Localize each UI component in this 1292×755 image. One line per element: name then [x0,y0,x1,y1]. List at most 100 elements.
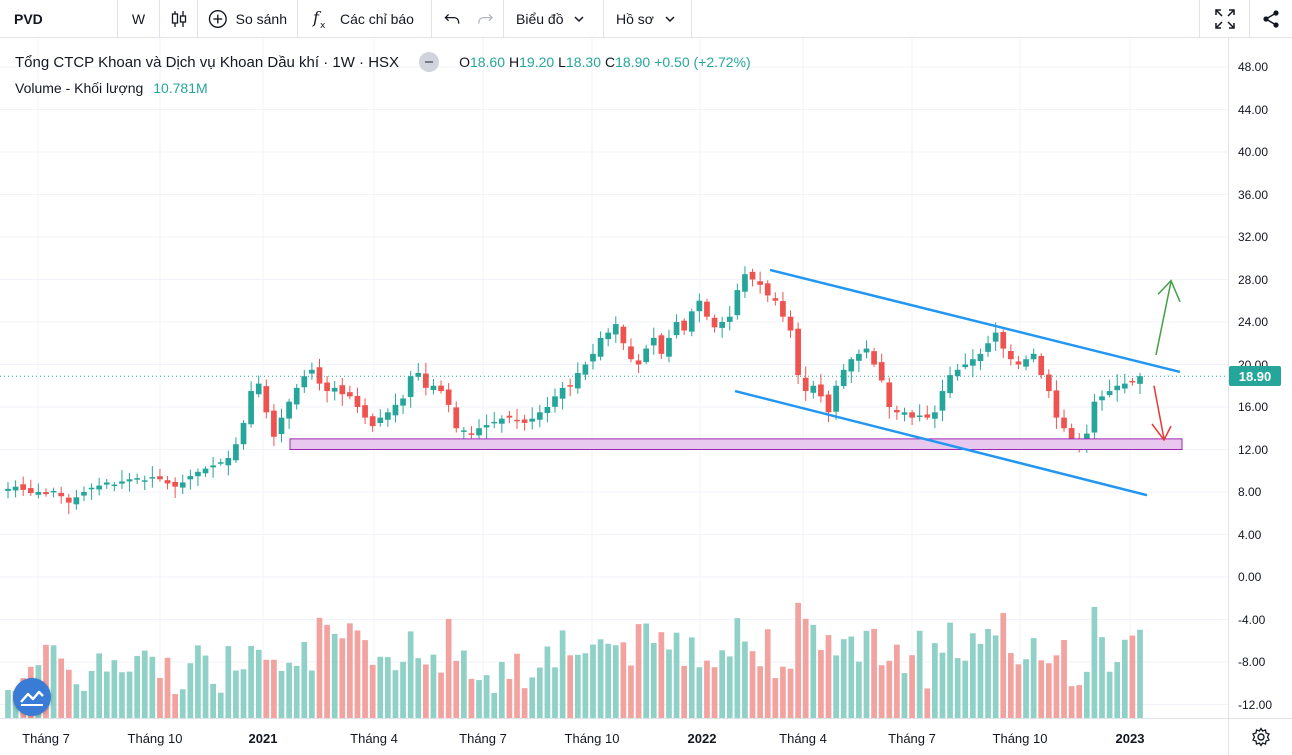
volume-bar [438,672,444,718]
candle-body [453,407,460,429]
undo-icon[interactable] [444,10,461,28]
price-tick: 0.00 [1238,570,1262,584]
interval-button[interactable]: W [118,0,160,38]
chart-pane[interactable] [0,38,1228,718]
candle-body [696,300,703,312]
plus-circle-icon [208,9,227,28]
candle-body [962,364,969,368]
candle-body [772,298,779,301]
candle-body [468,433,475,435]
candle-body [992,332,999,342]
volume-bar [590,644,596,718]
candle-body [96,485,103,490]
collapse-legend-icon[interactable] [419,52,440,72]
volume-bar [597,639,604,718]
candle-body [12,486,19,491]
share-button[interactable] [1250,0,1292,38]
candle-body [430,385,437,391]
channel-lower-trendline [734,389,1148,497]
volume-bar [1114,662,1121,718]
volume-bar [498,661,505,718]
candle-body [164,480,171,484]
volume-bar [1045,663,1052,718]
candle-body [1083,433,1090,443]
volume-bar [1053,655,1060,718]
fullscreen-button[interactable] [1200,0,1250,38]
candle-body [111,484,118,487]
candle-body [377,417,384,423]
time-scale[interactable]: Tháng 7 Tháng 10 2021 Tháng 4 Tháng 7 Tháng 1… [0,718,1228,755]
volume-bar [324,624,330,718]
candle-body [263,386,270,413]
volume-bar [749,651,756,718]
candle-body [1091,401,1098,433]
candle-body [863,348,870,353]
candle-body [681,320,688,331]
candle-body [795,328,801,376]
volume-bar [58,658,65,718]
volume-bar [947,622,953,718]
volume-bar [195,645,201,718]
chart-menu-button[interactable]: Biểu đồ [504,0,604,38]
volume-bar [612,645,619,718]
volume-bar [271,659,277,718]
candle-body [901,412,908,415]
candle-body [460,430,467,432]
redo-icon[interactable] [477,10,494,28]
volume-bar [1099,637,1105,718]
tradingview-logo-button[interactable] [13,678,51,716]
candle-body [924,414,931,418]
candle-body [688,311,695,332]
volume-bar [567,655,574,718]
chart-style-button[interactable] [160,0,198,38]
volume-bar [559,630,566,718]
candle-body [195,471,201,477]
candle-body [1023,359,1029,367]
volume-bar [673,632,680,718]
volume-bar [103,671,110,718]
candle-body [605,332,612,340]
legend-low: L18.30 [558,54,602,70]
settings-button[interactable] [1228,718,1292,755]
chart-menu-label: Biểu đồ [516,10,564,27]
candle-body [20,484,27,490]
candle-body [567,385,574,387]
volume-bar [620,642,627,718]
candle-body [529,418,536,422]
support-zone-box [289,438,1183,450]
price-tick: -4.00 [1238,612,1266,627]
volume-bar [574,654,581,718]
candle-body [1106,391,1113,396]
candle-body [552,396,558,407]
volume-bar [681,665,688,718]
candle-body [483,425,490,428]
time-tick: 2021 [248,731,278,746]
volume-bar [1038,660,1045,718]
chart-canvas[interactable] [0,38,1228,718]
profile-menu-button[interactable]: Hồ sơ [604,0,692,38]
last-price-label: 18.90 [1229,366,1281,387]
candle-body [840,369,847,387]
candle-body [635,360,642,365]
candle-body [5,488,11,491]
volume-bar [1023,659,1029,718]
price-scale[interactable]: 48.00 44.00 40.00 36.00 32.00 28.00 24.00 20.00… [1228,38,1292,718]
candle-body [50,490,57,493]
volume-bar [825,635,832,718]
candle-body [1030,353,1037,360]
svg-text:x: x [320,21,326,30]
candle-body [157,476,163,480]
candle-body [271,410,277,437]
volume-bar [149,656,156,718]
compare-button[interactable]: So sánh [198,0,298,38]
volume-bar [818,649,824,718]
volume-bar [954,658,961,718]
candle-body [27,488,34,494]
volume-bar [331,633,338,718]
symbol-search-button[interactable]: PVD [0,0,118,38]
volume-bar [400,661,406,718]
volume-bar [787,668,794,718]
volume-bar [1106,671,1113,718]
